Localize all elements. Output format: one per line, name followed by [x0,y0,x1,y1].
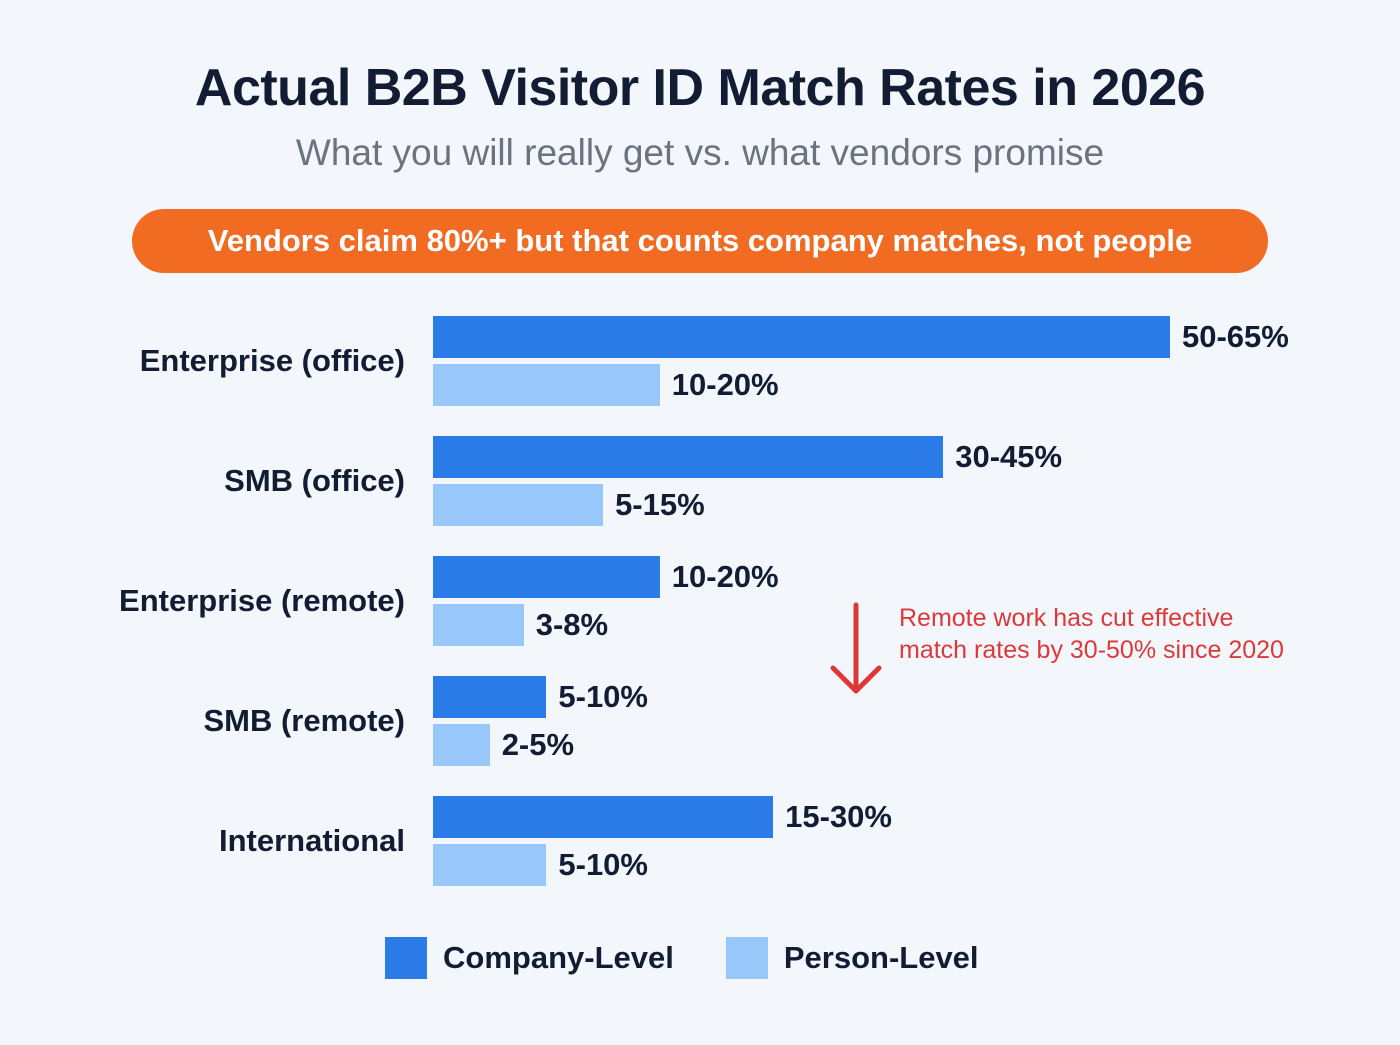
data-label: 2-5% [501,727,575,762]
legend-swatch-person [725,937,768,979]
bar-company-level [433,316,1170,358]
bar-person-level [433,364,660,406]
category-label: SMB (office) [224,463,405,498]
chart-subtitle: What you will really get vs. what vendor… [295,132,1105,173]
category-label: Enterprise (remote) [119,583,405,618]
bar-company-level [433,796,774,838]
bar-person-level [433,844,547,886]
arrow-down-icon [830,602,882,694]
legend: Company-Level Person-Level [385,937,1031,979]
bar-company-level [433,556,660,598]
bar-person-level [433,724,490,766]
legend-label-company: Company-Level [443,940,674,975]
bar-company-level [433,676,547,718]
legend-swatch-company [385,937,427,979]
data-label: 10-20% [671,559,779,594]
category-label: International [218,823,405,858]
category-label: SMB (remote) [203,703,405,738]
data-label: 5-15% [615,487,705,522]
callout-banner: Vendors claim 80%+ but that counts compa… [132,209,1268,273]
data-label: 30-45% [955,439,1063,474]
data-label: 5-10% [558,847,648,882]
legend-label-person: Person-Level [783,940,979,975]
data-label: 50-65% [1182,319,1289,354]
data-label: 3-8% [535,607,609,642]
bar-person-level [433,604,524,646]
data-label: 10-20% [671,367,779,402]
data-label: 15-30% [785,799,892,834]
bar-person-level [433,484,604,526]
bar-company-level [433,436,944,478]
category-label: Enterprise (office) [139,343,405,378]
data-label: 5-10% [558,679,648,714]
annotation-text: Remote work has cut effective match rate… [899,604,1284,664]
chart-title: Actual B2B Visitor ID Match Rates in 202… [194,59,1206,117]
